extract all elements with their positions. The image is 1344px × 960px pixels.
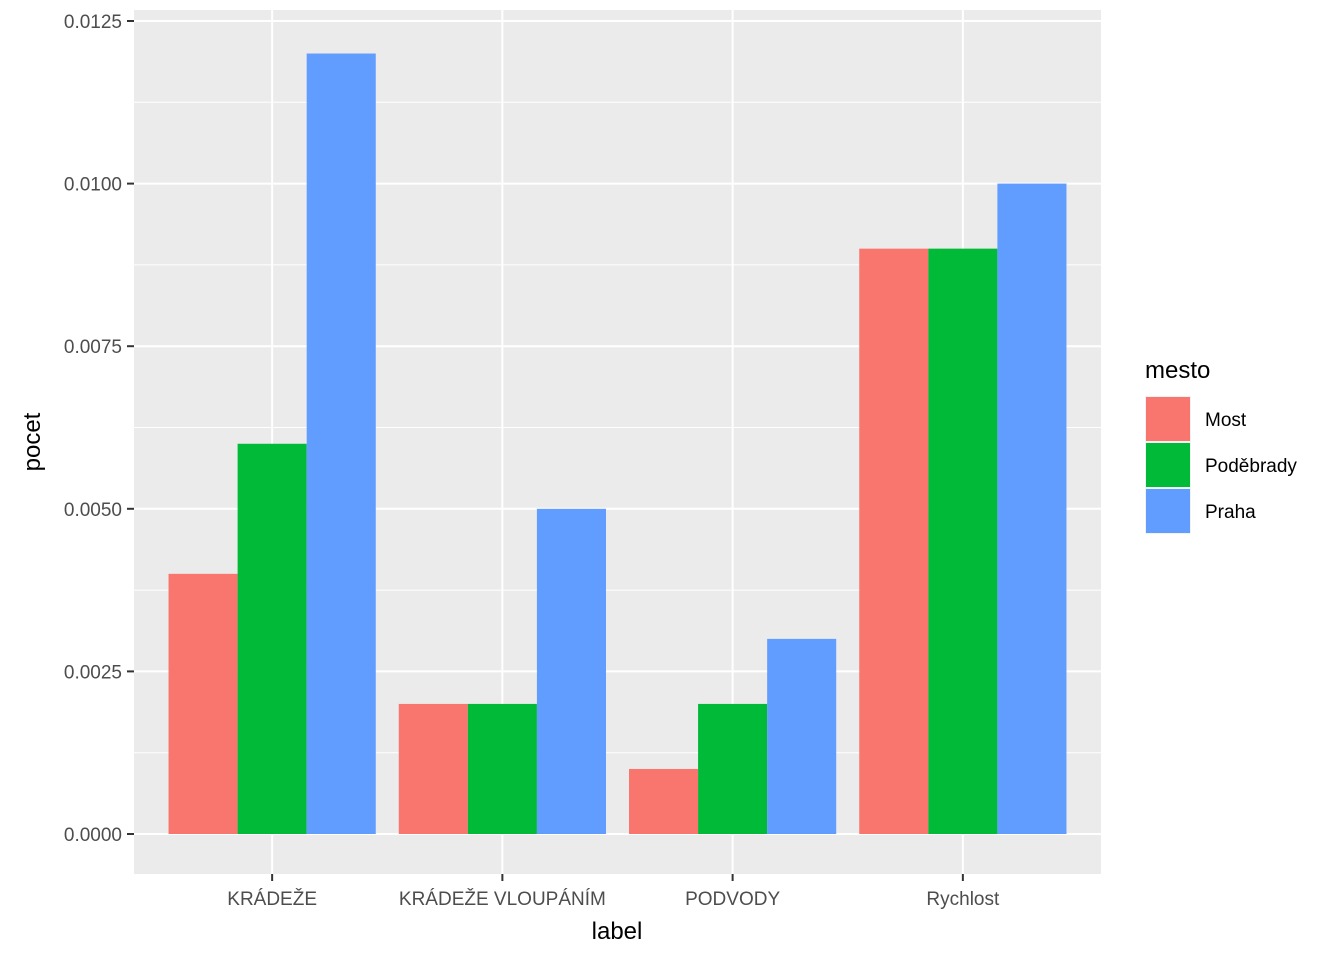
y-tick-label: 0.0025: [64, 662, 122, 683]
y-axis: 0.0000 0.0025 0.0050 0.0075 0.0100 0.0125: [64, 12, 134, 846]
y-tick-label: 0.0100: [64, 175, 122, 196]
bar: [928, 248, 998, 834]
bar: [698, 703, 768, 834]
bar: [398, 703, 468, 834]
bar: [237, 443, 307, 834]
bar: [306, 53, 376, 834]
legend-title: mesto: [1145, 357, 1210, 384]
y-tick-label: 0.0000: [64, 825, 122, 846]
legend-swatch: [1146, 489, 1190, 533]
bar: [168, 573, 238, 834]
bar: [767, 638, 837, 834]
x-axis-title: label: [592, 918, 643, 945]
legend-items: Most Poděbrady Praha: [1145, 396, 1297, 534]
bar: [859, 248, 929, 834]
legend-swatch: [1146, 397, 1190, 441]
legend-label: Poděbrady: [1205, 456, 1297, 477]
bar: [997, 183, 1067, 835]
y-axis-title: pocet: [19, 412, 46, 471]
bar: [536, 508, 606, 834]
x-axis: KRÁDEŽE KRÁDEŽE VLOUPÁNÍM PODVODY Rychlost: [227, 874, 1000, 910]
bar: [629, 768, 699, 834]
x-tick-label: KRÁDEŽE VLOUPÁNÍM: [399, 888, 606, 910]
y-tick-label: 0.0125: [64, 12, 122, 33]
legend-label: Praha: [1205, 502, 1256, 523]
bar: [467, 703, 537, 834]
y-tick-label: 0.0075: [64, 337, 122, 358]
bars: [168, 53, 1067, 835]
legend: mesto Most Poděbrady Praha: [1145, 357, 1297, 534]
legend-label: Most: [1205, 410, 1247, 431]
y-tick-label: 0.0050: [64, 500, 122, 521]
legend-swatch: [1146, 443, 1190, 487]
x-tick-label: KRÁDEŽE: [227, 888, 317, 910]
x-tick-label: Rychlost: [926, 889, 1000, 910]
x-tick-label: PODVODY: [685, 889, 780, 910]
